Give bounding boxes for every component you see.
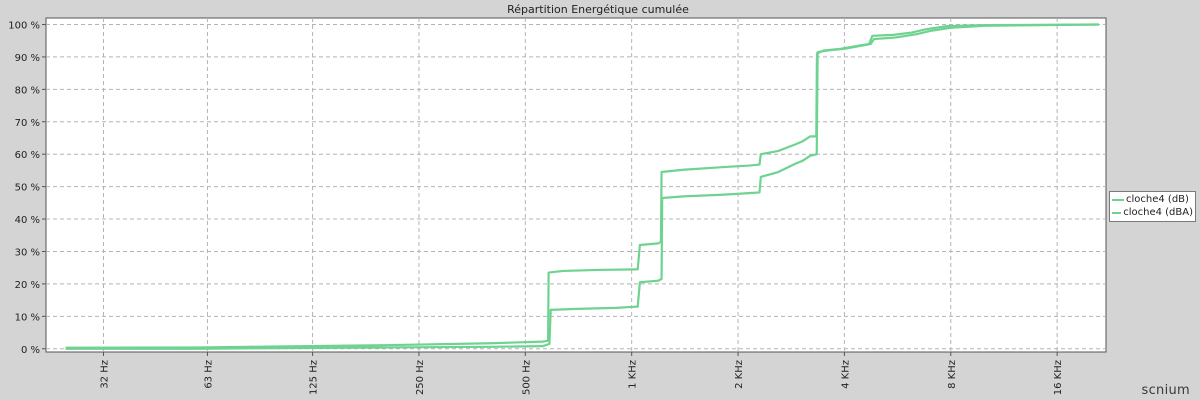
series-line-1 — [65, 23, 1099, 350]
x-tick-label: 250 Hz — [415, 360, 426, 395]
y-tick-label: 20 % — [15, 280, 40, 291]
y-tick-label: 100 % — [8, 20, 40, 31]
brand-logo: scnium — [1141, 383, 1190, 398]
y-tick-label: 90 % — [15, 53, 40, 64]
x-tick-label: 63 Hz — [203, 360, 214, 389]
x-tick-label: 32 Hz — [99, 360, 110, 389]
x-tick-label: 8 KHz — [947, 360, 958, 389]
x-tick-label: 125 Hz — [309, 360, 320, 395]
x-tick-label: 500 Hz — [521, 360, 532, 395]
legend-swatch-dba — [1112, 211, 1122, 214]
y-tick-label: 70 % — [15, 118, 40, 129]
x-tick-label: 4 KHz — [840, 360, 851, 389]
y-tick-label: 80 % — [15, 85, 40, 96]
series-line-0 — [65, 23, 1099, 349]
legend-entry-db: cloche4 (dB) — [1112, 193, 1193, 206]
plot-area — [45, 17, 1107, 353]
series-lines — [65, 23, 1099, 350]
y-tick-label: 0 % — [21, 345, 40, 356]
y-tick-label: 30 % — [15, 247, 40, 258]
y-tick-label: 60 % — [15, 150, 40, 161]
y-axis: 0 % 10 % 20 % 30 % 40 % 50 % 60 % 70 % 80 % 90 % 1… — [8, 20, 46, 356]
grid — [46, 18, 1106, 352]
y-tick-label: 10 % — [15, 312, 40, 323]
legend-label-dba: cloche4 (dBA) — [1123, 207, 1193, 218]
y-tick-label: 50 % — [15, 183, 40, 194]
chart-title: Répartition Energétique cumulée — [507, 3, 689, 16]
x-tick-label: 1 KHz — [628, 360, 639, 389]
x-axis: 32 Hz 63 Hz 125 Hz 250 Hz 500 Hz 1 KHz 2 KHz 4 … — [99, 352, 1064, 395]
legend-entry-dba: cloche4 (dBA) — [1112, 206, 1193, 219]
x-tick-label: 2 KHz — [734, 360, 745, 389]
legend-swatch-db — [1112, 198, 1124, 201]
y-tick-label: 40 % — [15, 215, 40, 226]
legend-label-db: cloche4 (dB) — [1126, 194, 1189, 205]
legend: cloche4 (dB) cloche4 (dBA) — [1109, 191, 1196, 222]
x-tick-label: 16 KHz — [1053, 360, 1064, 395]
